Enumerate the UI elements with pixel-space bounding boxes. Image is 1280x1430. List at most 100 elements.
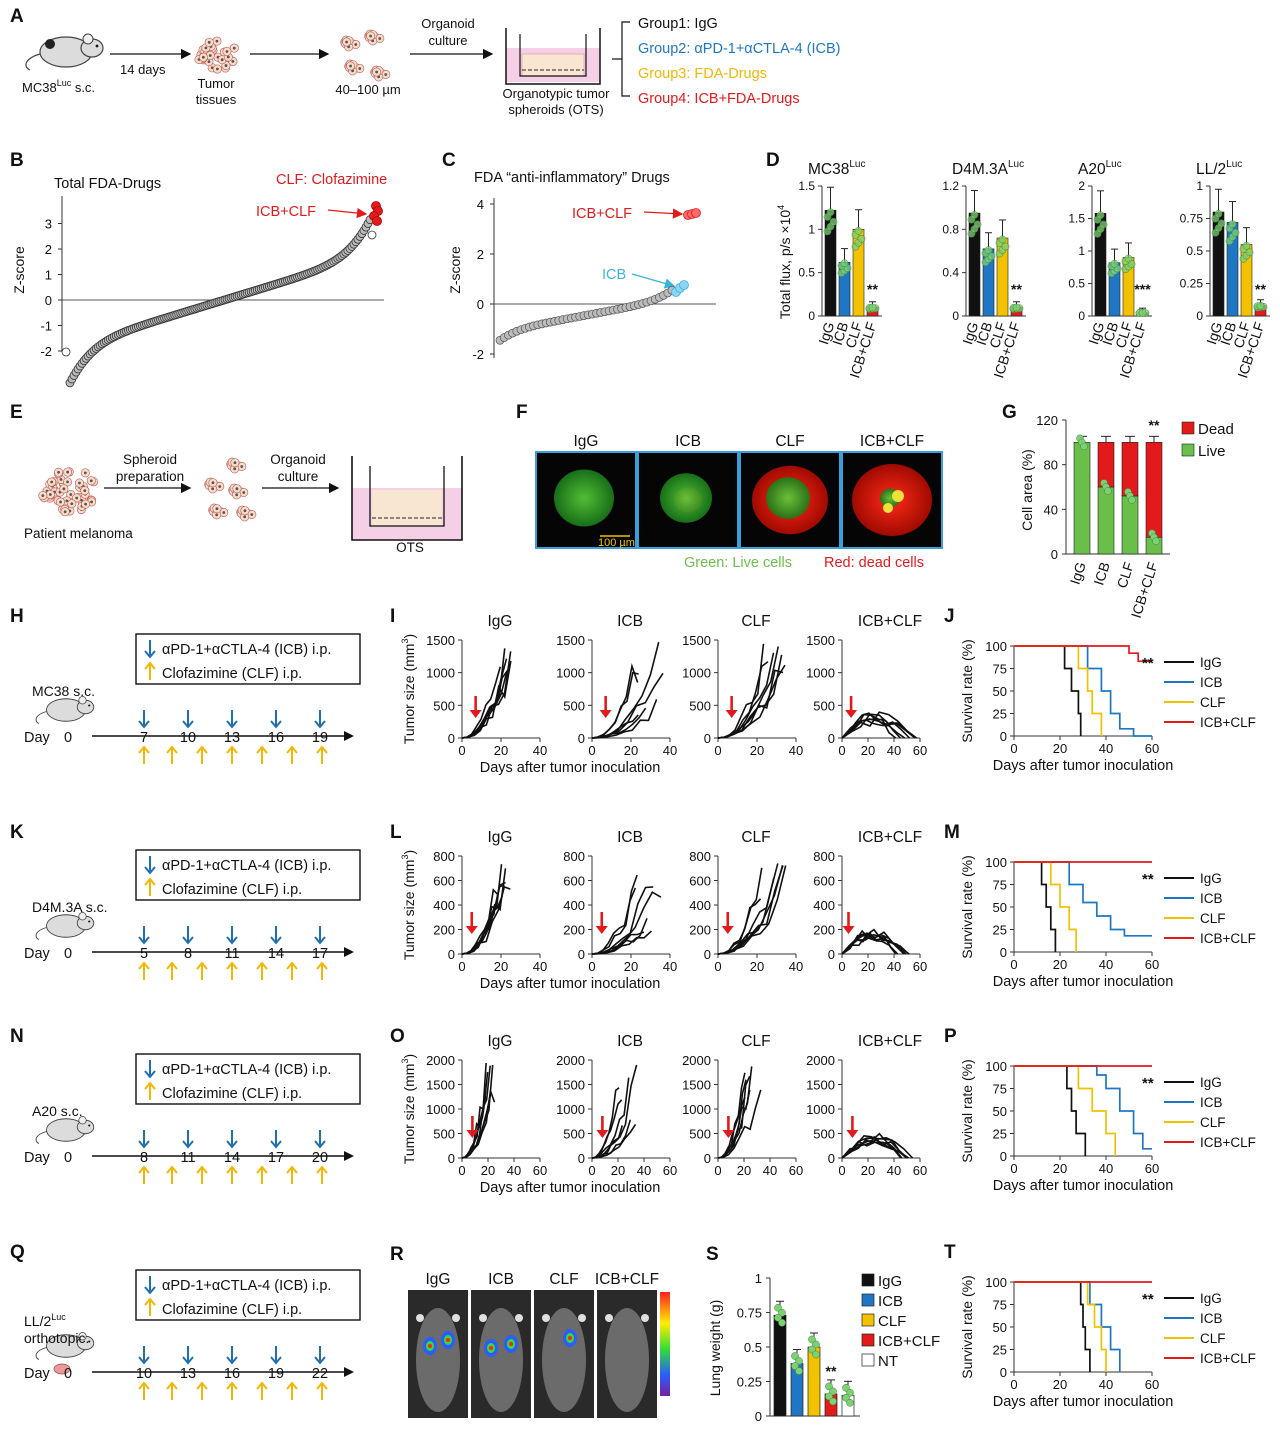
mouse-shape (35, 696, 95, 724)
chart-title: FDA “anti-inflammatory” Drugs (474, 170, 670, 186)
growth-plot-2: ICB 800 600 400 200 00 20 40 (563, 829, 677, 974)
cell-nucleus (240, 465, 244, 468)
panel-label: Q (10, 1242, 25, 1263)
cell-nucleus (242, 491, 246, 494)
replicate-point (795, 1357, 803, 1365)
dose-day: 22 (312, 1366, 328, 1382)
legend-swatch (861, 1333, 875, 1347)
plot-title: ICB+CLF (858, 1033, 922, 1050)
timeline-arrowhead (344, 731, 354, 741)
y-axis-label: Z-score (447, 246, 463, 294)
cell-nucleus (218, 485, 222, 488)
panel-c: C FDA “anti-inflammatory” Drugs ICB+CLF … (442, 150, 716, 362)
cell-nucleus (384, 73, 388, 76)
x-axis-label: Days after tumor inoculation (480, 976, 661, 992)
x-tick-label: 40 (887, 743, 901, 758)
y-tick-label: 1500 (806, 633, 835, 648)
legend-label: ICB+CLF (1200, 931, 1256, 946)
replicate-point (778, 1318, 786, 1327)
spheroid-label-2: preparation (116, 469, 184, 484)
x-tick-label: 20 (737, 1163, 751, 1178)
tumor-curve (717, 664, 786, 739)
replicate-point (829, 1387, 837, 1396)
x-axis-label: Days after tumor inoculation (993, 974, 1174, 990)
replicate-point (1242, 241, 1251, 250)
group-item: Group1: IgG (638, 16, 718, 32)
y-axis-label: Lung weight (g) (707, 1300, 723, 1397)
survival-curve-igg (1014, 645, 1082, 736)
y-axis: 3 2 1 0 -1 -2 (40, 196, 63, 359)
y-tick-label: 200 (433, 923, 455, 938)
survival-curve-clf (1014, 1281, 1107, 1372)
tumor-curve (841, 712, 897, 739)
chart-title: MC38Luc (808, 159, 865, 178)
y-tick-label: 0 (952, 309, 959, 323)
live-bar (1073, 442, 1091, 555)
x-tick-label: 0 (714, 959, 721, 974)
culture-label-2: culture (278, 469, 319, 484)
y-tick-label: 2 (477, 247, 484, 262)
y-tick-label: 50 (993, 1320, 1007, 1335)
patient-label: Patient melanoma (24, 526, 133, 541)
legend-label: NT (878, 1353, 898, 1370)
group-item: Group2: αPD-1+αCTLA-4 (ICB) (638, 41, 841, 57)
clf-dose-head (256, 745, 268, 754)
x-axis-label: Days after tumor inoculation (993, 758, 1174, 774)
icb-dose-head (138, 1356, 150, 1365)
x-tick-label: 20 (861, 743, 875, 758)
survival-curve-igg (1014, 861, 1057, 952)
plot-title: CLF (741, 1033, 770, 1050)
replicate-point (829, 217, 838, 226)
y-tick-label: 75 (993, 1082, 1007, 1097)
tumor-curve (591, 699, 658, 739)
tumor-curve (461, 884, 505, 955)
signal-high (428, 1344, 432, 1348)
x-tick-label: 0 (714, 743, 721, 758)
y-tick-label: 500 (563, 1127, 585, 1142)
overlap-cells (883, 503, 893, 513)
cell-nucleus (78, 481, 81, 485)
y-tick-label: 1000 (426, 1102, 455, 1117)
bar (773, 1314, 787, 1417)
significance-marker: ** (867, 281, 878, 297)
survival-curve-icb (1014, 1281, 1121, 1372)
plot-title: CLF (741, 613, 770, 630)
treatment-arrowhead (469, 710, 482, 718)
live-bar (1097, 486, 1115, 555)
x-tick-label: 20 (861, 959, 875, 974)
dose-day: 17 (312, 946, 328, 962)
clf-dose-head (226, 961, 238, 970)
arrow-label: ICB+CLF (256, 204, 316, 220)
replicate-point (1128, 496, 1136, 504)
cell-nucleus (243, 515, 247, 519)
icb-clf-point (372, 216, 382, 226)
cell-nucleus (378, 37, 382, 40)
dead-bar (1145, 442, 1163, 538)
x-tick-label: 0 (838, 743, 845, 758)
cell-nucleus (226, 55, 230, 59)
panel-e: E Patient melanoma Spheroid preparation … (10, 402, 463, 555)
x-tick-label: 40 (887, 1163, 901, 1178)
y-tick-label: 500 (433, 698, 455, 713)
y-tick-label: 800 (689, 849, 711, 864)
y-tick-label: 1000 (806, 1102, 835, 1117)
dose-day: 5 (140, 946, 148, 962)
cell-nucleus (235, 487, 239, 491)
replicate-point (970, 211, 979, 219)
growth-plot-2: ICB 1500 1000 500 00 20 40 (556, 613, 677, 758)
y-tick-label: 2000 (806, 1053, 835, 1068)
dose-day: 7 (140, 730, 148, 746)
chart-title: LL/2Luc (1196, 159, 1242, 178)
x-tick-label: 20 (1053, 1161, 1067, 1176)
y-axis-label: Survival rate (%) (959, 1275, 975, 1378)
x-tick-label: 0 (458, 1163, 465, 1178)
x-tick-label: IgG (1067, 560, 1089, 586)
cell-nucleus (69, 493, 73, 496)
image-label: CLF (549, 1271, 578, 1288)
replicate-point (774, 1303, 782, 1312)
icb-legend: αPD-1+αCTLA-4 (ICB) i.p. (162, 642, 331, 658)
cell-nucleus (207, 60, 211, 63)
treatment-arrowhead (845, 710, 858, 718)
